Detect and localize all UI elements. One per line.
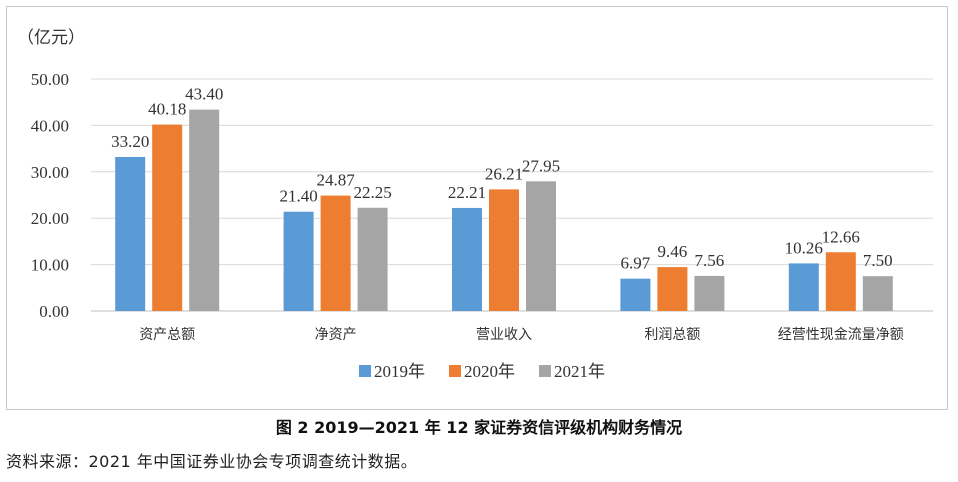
legend-swatch — [359, 365, 371, 377]
figure-caption: 图 2 2019—2021 年 12 家证券资信评级机构财务情况 — [275, 418, 683, 437]
source-note: 资料来源：2021 年中国证券业协会专项调查统计数据。 — [6, 452, 418, 471]
bar — [320, 195, 351, 311]
legend-label: 2019年 — [374, 362, 425, 381]
y-axis: 0.00 10.00 20.00 30.00 40.00 50.00 — [31, 70, 69, 321]
bars — [115, 109, 893, 312]
legend-swatch — [539, 365, 551, 377]
bar — [620, 278, 651, 311]
bar — [526, 181, 556, 311]
bar — [788, 263, 819, 311]
y-tick-label: 30.00 — [31, 163, 69, 182]
bar — [152, 124, 183, 312]
x-axis: 资产总额 净资产 营业收入 利润总额 经营性现金流量净额 — [139, 327, 904, 343]
chart-frame: （亿元） 0.00 10.00 20.00 30.00 40.00 50.00 33.20… — [6, 6, 948, 410]
category-label: 营业收入 — [476, 327, 532, 343]
data-label: 10.26 — [785, 238, 823, 257]
bar — [825, 252, 856, 311]
category-label: 利润总额 — [644, 327, 700, 343]
category-label: 资产总额 — [139, 327, 195, 343]
data-label: 9.46 — [658, 242, 688, 261]
data-label: 21.40 — [279, 187, 317, 206]
y-tick-label: 50.00 — [31, 70, 69, 89]
unit-label: （亿元） — [17, 28, 85, 47]
bar — [357, 207, 388, 311]
data-label: 6.97 — [621, 254, 651, 273]
data-label: 33.20 — [111, 132, 149, 151]
legend-label: 2020年 — [464, 362, 515, 381]
bar — [115, 156, 146, 311]
legend-label: 2021年 — [554, 362, 605, 381]
data-label: 12.66 — [822, 227, 860, 246]
legend-swatch — [449, 365, 461, 377]
legend: 2019年 2020年 2021年 — [359, 362, 605, 381]
data-label: 7.50 — [863, 251, 893, 270]
y-tick-label: 20.00 — [31, 209, 69, 228]
data-label: 7.56 — [695, 251, 725, 270]
data-label: 22.21 — [448, 183, 486, 202]
bar-chart: （亿元） 0.00 10.00 20.00 30.00 40.00 50.00 33.20… — [17, 28, 933, 381]
bar — [489, 189, 519, 311]
y-tick-label: 0.00 — [39, 302, 69, 321]
data-label: 40.18 — [148, 100, 186, 119]
data-label: 24.87 — [316, 171, 355, 190]
y-tick-label: 10.00 — [31, 256, 69, 275]
y-tick-label: 40.00 — [31, 116, 69, 135]
data-label: 26.21 — [485, 164, 523, 183]
data-label: 43.40 — [185, 85, 223, 104]
bar — [189, 109, 220, 312]
category-label: 净资产 — [315, 327, 357, 343]
category-label: 经营性现金流量净额 — [778, 327, 904, 343]
bar — [694, 275, 725, 311]
data-label: 27.95 — [522, 156, 560, 175]
bar — [452, 207, 482, 311]
bar — [657, 267, 688, 311]
data-label: 22.25 — [353, 183, 391, 202]
bar — [283, 211, 314, 311]
bar — [862, 276, 893, 311]
